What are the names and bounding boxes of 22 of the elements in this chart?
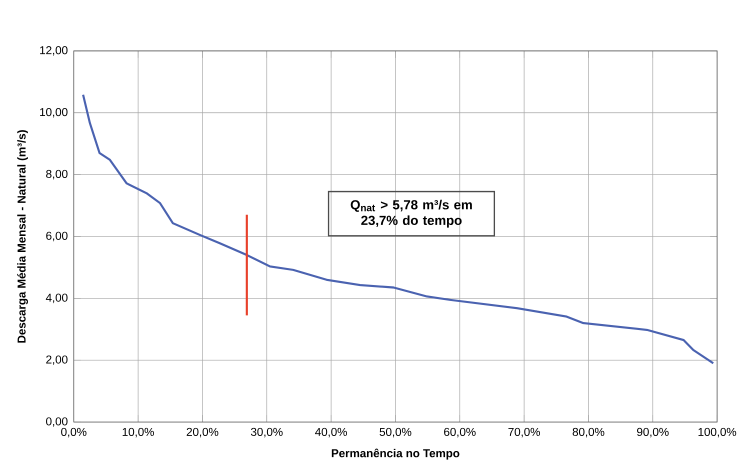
x-tick-label: 30,0% xyxy=(250,428,283,438)
x-tick-label: 0,0% xyxy=(61,428,86,438)
y-tick-label: 12,00 xyxy=(40,46,68,56)
y-tick-label: 6,00 xyxy=(46,232,68,242)
x-tick-label: 10,0% xyxy=(122,428,154,438)
x-tick-label: 70,0% xyxy=(508,428,540,438)
x-tick-label: 60,0% xyxy=(444,428,476,438)
y-tick-label: 0,00 xyxy=(46,417,68,427)
x-tick-label: 50,0% xyxy=(380,428,412,438)
y-axis-title: Descarga Média Mensal - Natural (m³/s) xyxy=(17,130,28,343)
line-series xyxy=(82,94,714,364)
y-tick-label: 10,00 xyxy=(40,108,68,118)
x-axis-title: Permanência no Tempo xyxy=(332,448,460,460)
annotation: Q$_{nat}$ > 5,78 m³/s em 23,7% do tempo xyxy=(350,200,472,228)
x-tick-label: 90,0% xyxy=(637,428,669,438)
y-tick-label: 2,00 xyxy=(46,355,68,365)
y-tick-label: 4,00 xyxy=(46,294,68,304)
x-tick-label: 40,0% xyxy=(315,428,347,438)
y-tick-label: 8,00 xyxy=(46,170,68,180)
x-tick-label: 20,0% xyxy=(186,428,218,438)
x-tick-label: 80,0% xyxy=(572,428,604,438)
x-tick-label: 100,0% xyxy=(698,428,736,438)
